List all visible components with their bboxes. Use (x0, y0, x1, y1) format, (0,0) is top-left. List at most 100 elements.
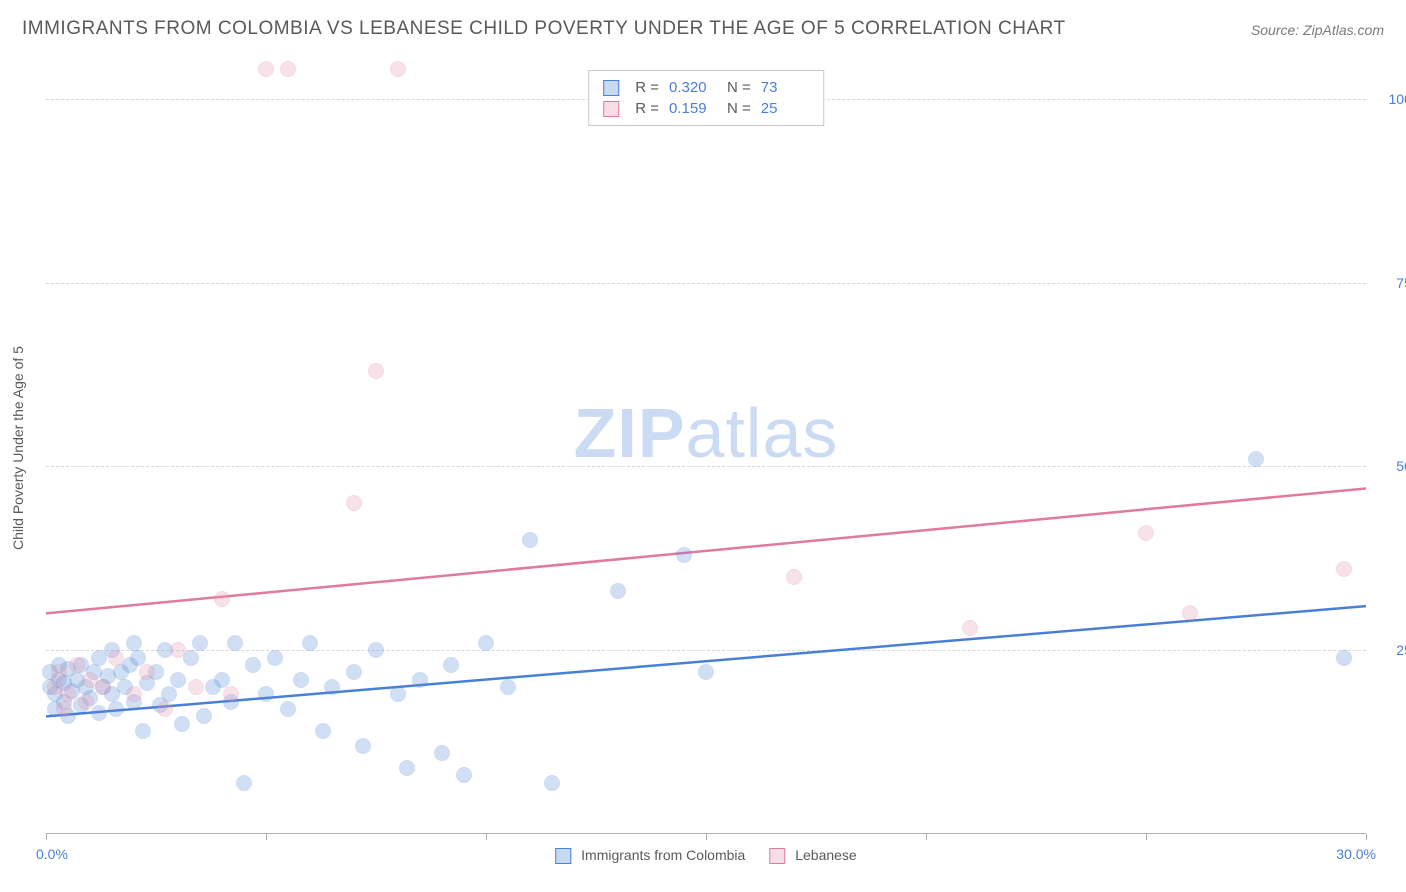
data-point-colombia (108, 701, 124, 717)
trend-lines (46, 62, 1366, 834)
stats-legend-box: R = 0.320 N = 73 R = 0.159 N = 25 (588, 70, 824, 126)
stat-n-label: N = (727, 100, 751, 117)
data-point-lebanese (962, 620, 978, 636)
data-point-colombia (412, 672, 428, 688)
stat-n-value: 25 (761, 100, 809, 117)
legend-swatch-colombia (555, 848, 571, 864)
data-point-colombia (130, 650, 146, 666)
data-point-lebanese (223, 686, 239, 702)
data-point-colombia (399, 760, 415, 776)
legend-label-colombia: Immigrants from Colombia (581, 847, 745, 863)
data-point-lebanese (1182, 605, 1198, 621)
chart-area: Child Poverty Under the Age of 5 25.0%50… (46, 62, 1366, 834)
data-point-lebanese (56, 701, 72, 717)
y-axis-label: Child Poverty Under the Age of 5 (10, 346, 26, 550)
data-point-lebanese (280, 61, 296, 77)
data-point-lebanese (188, 679, 204, 695)
data-point-colombia (522, 532, 538, 548)
data-point-lebanese (157, 701, 173, 717)
legend-item-lebanese: Lebanese (769, 847, 856, 864)
grid-line (46, 466, 1366, 467)
data-point-lebanese (786, 569, 802, 585)
y-tick-label: 75.0% (1376, 275, 1406, 291)
y-tick-label: 50.0% (1376, 458, 1406, 474)
data-point-colombia (443, 657, 459, 673)
stats-row-lebanese: R = 0.159 N = 25 (603, 98, 809, 119)
x-tick (46, 834, 47, 840)
data-point-colombia (174, 716, 190, 732)
x-tick (1146, 834, 1147, 840)
chart-title: IMMIGRANTS FROM COLOMBIA VS LEBANESE CHI… (22, 18, 1066, 40)
stat-r-label: R = (635, 79, 659, 96)
data-point-colombia (390, 686, 406, 702)
data-point-colombia (1336, 650, 1352, 666)
stats-swatch-icon (603, 101, 619, 117)
data-point-colombia (293, 672, 309, 688)
data-point-lebanese (69, 657, 85, 673)
data-point-colombia (258, 686, 274, 702)
data-point-colombia (135, 723, 151, 739)
data-point-lebanese (95, 679, 111, 695)
data-point-lebanese (108, 650, 124, 666)
data-point-colombia (236, 775, 252, 791)
grid-line (46, 650, 1366, 651)
stat-r-label: R = (635, 100, 659, 117)
legend-label-lebanese: Lebanese (795, 847, 857, 863)
data-point-lebanese (346, 495, 362, 511)
data-point-colombia (1248, 451, 1264, 467)
stats-swatch-icon (603, 80, 619, 96)
stats-row-colombia: R = 0.320 N = 73 (603, 77, 809, 98)
data-point-colombia (478, 635, 494, 651)
data-point-colombia (302, 635, 318, 651)
x-tick (266, 834, 267, 840)
trend-line-colombia (46, 606, 1366, 716)
x-axis-max-label: 30.0% (1336, 846, 1376, 862)
data-point-colombia (315, 723, 331, 739)
data-point-colombia (610, 583, 626, 599)
data-point-lebanese (214, 591, 230, 607)
data-point-lebanese (170, 642, 186, 658)
grid-line (46, 283, 1366, 284)
x-axis-min-label: 0.0% (36, 846, 68, 862)
x-tick (486, 834, 487, 840)
data-point-lebanese (78, 694, 94, 710)
data-point-lebanese (51, 664, 67, 680)
data-point-colombia (355, 738, 371, 754)
x-tick (1366, 834, 1367, 840)
y-tick-label: 25.0% (1376, 642, 1406, 658)
trend-line-lebanese (46, 488, 1366, 613)
x-tick (926, 834, 927, 840)
data-point-colombia (368, 642, 384, 658)
stat-r-value: 0.320 (669, 79, 717, 96)
data-point-colombia (346, 664, 362, 680)
data-point-colombia (196, 708, 212, 724)
data-point-colombia (267, 650, 283, 666)
x-tick (706, 834, 707, 840)
data-point-lebanese (368, 363, 384, 379)
data-point-colombia (91, 705, 107, 721)
data-point-lebanese (1336, 561, 1352, 577)
data-point-lebanese (60, 686, 76, 702)
data-point-lebanese (139, 664, 155, 680)
data-point-colombia (676, 547, 692, 563)
data-point-colombia (698, 664, 714, 680)
data-point-colombia (500, 679, 516, 695)
data-point-colombia (192, 635, 208, 651)
legend-item-colombia: Immigrants from Colombia (555, 847, 745, 864)
data-point-colombia (245, 657, 261, 673)
stat-n-label: N = (727, 79, 751, 96)
data-point-lebanese (1138, 525, 1154, 541)
data-point-colombia (456, 767, 472, 783)
data-point-lebanese (126, 686, 142, 702)
data-point-colombia (280, 701, 296, 717)
stat-r-value: 0.159 (669, 100, 717, 117)
data-point-lebanese (390, 61, 406, 77)
data-point-colombia (214, 672, 230, 688)
data-point-colombia (544, 775, 560, 791)
data-point-colombia (324, 679, 340, 695)
stat-n-value: 73 (761, 79, 809, 96)
y-tick-label: 100.0% (1376, 91, 1406, 107)
data-point-colombia (161, 686, 177, 702)
data-point-lebanese (258, 61, 274, 77)
legend-bottom: Immigrants from Colombia Lebanese (555, 847, 856, 864)
